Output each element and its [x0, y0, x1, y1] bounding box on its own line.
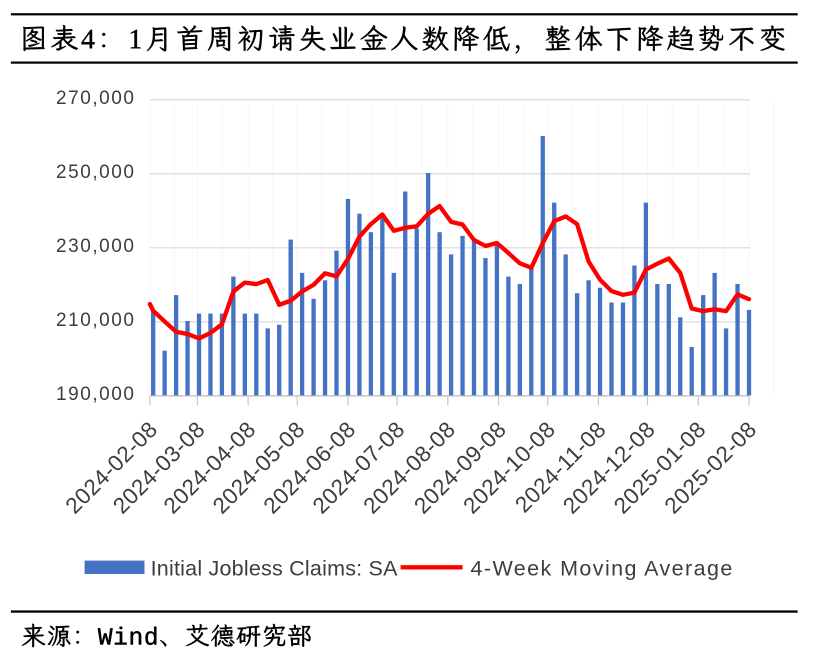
svg-text:4-Week Moving Average: 4-Week Moving Average: [471, 557, 734, 581]
svg-text:270,000: 270,000: [56, 88, 136, 109]
svg-text:250,000: 250,000: [56, 162, 136, 183]
svg-text:230,000: 230,000: [56, 236, 136, 257]
svg-text:190,000: 190,000: [56, 384, 136, 405]
svg-text:Initial Jobless Claims: SA: Initial Jobless Claims: SA: [151, 557, 399, 581]
svg-text:210,000: 210,000: [56, 310, 136, 331]
